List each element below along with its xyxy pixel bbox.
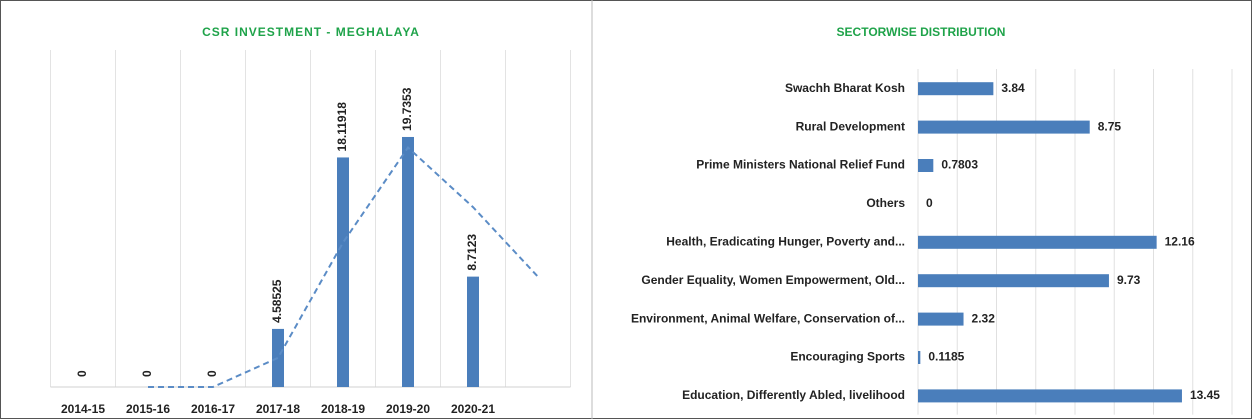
y-tick-label: Encouraging Sports — [790, 350, 905, 364]
y-tick-label: Gender Equality, Women Empowerment, Old.… — [641, 273, 905, 287]
value-label: 2.32 — [972, 311, 996, 325]
bar — [337, 157, 349, 387]
value-label: 4.58525 — [270, 279, 284, 323]
value-label: 0 — [75, 370, 89, 377]
y-tick-label: Swachh Bharat Kosh — [785, 81, 905, 95]
value-label: 8.75 — [1098, 119, 1122, 133]
x-tick-label: 2017-18 — [256, 402, 300, 416]
value-label: 0.1185 — [928, 350, 964, 364]
bar — [467, 276, 479, 387]
y-tick-label: Rural Development — [796, 119, 905, 133]
bar — [918, 120, 1090, 134]
trend-line — [148, 146, 539, 388]
y-tick-label: Others — [866, 196, 905, 210]
value-label: 19.7353 — [400, 87, 414, 131]
chart-title: SECTORWISE DISTRIBUTION — [837, 25, 1006, 39]
bar — [402, 136, 414, 387]
y-tick-label: Prime Ministers National Relief Fund — [696, 158, 905, 172]
x-tick-label: 2015-16 — [126, 402, 170, 416]
bar — [918, 351, 921, 364]
chart-title: CSR INVESTMENT - MEGHALAYA — [202, 25, 420, 39]
value-label: 0 — [140, 370, 154, 377]
bar — [918, 159, 934, 172]
x-tick-label: 2016-17 — [191, 402, 235, 416]
x-tick-label: 2018-19 — [321, 402, 365, 416]
value-label: 12.16 — [1165, 234, 1195, 248]
bar — [918, 274, 1109, 288]
value-label: 0 — [926, 196, 933, 210]
value-label: 0 — [205, 370, 219, 377]
bar — [918, 389, 1182, 403]
value-label: 3.84 — [1001, 81, 1025, 95]
x-tick-label: 2019-20 — [386, 402, 430, 416]
x-tick-label: 2020-21 — [451, 402, 495, 416]
bar — [918, 235, 1157, 249]
bar — [918, 82, 994, 96]
y-tick-label: Environment, Animal Welfare, Conservatio… — [631, 311, 905, 325]
value-label: 9.73 — [1117, 273, 1141, 287]
bar — [918, 312, 964, 326]
value-label: 8.7123 — [465, 234, 479, 271]
y-tick-label: Education, Differently Abled, livelihood — [682, 388, 905, 402]
value-label: 13.45 — [1190, 388, 1220, 402]
value-label: 0.7803 — [941, 158, 978, 172]
bar — [272, 328, 284, 387]
y-tick-label: Health, Eradicating Hunger, Poverty and.… — [666, 234, 905, 248]
value-label: 18.11918 — [335, 102, 349, 152]
x-tick-label: 2014-15 — [61, 402, 105, 416]
